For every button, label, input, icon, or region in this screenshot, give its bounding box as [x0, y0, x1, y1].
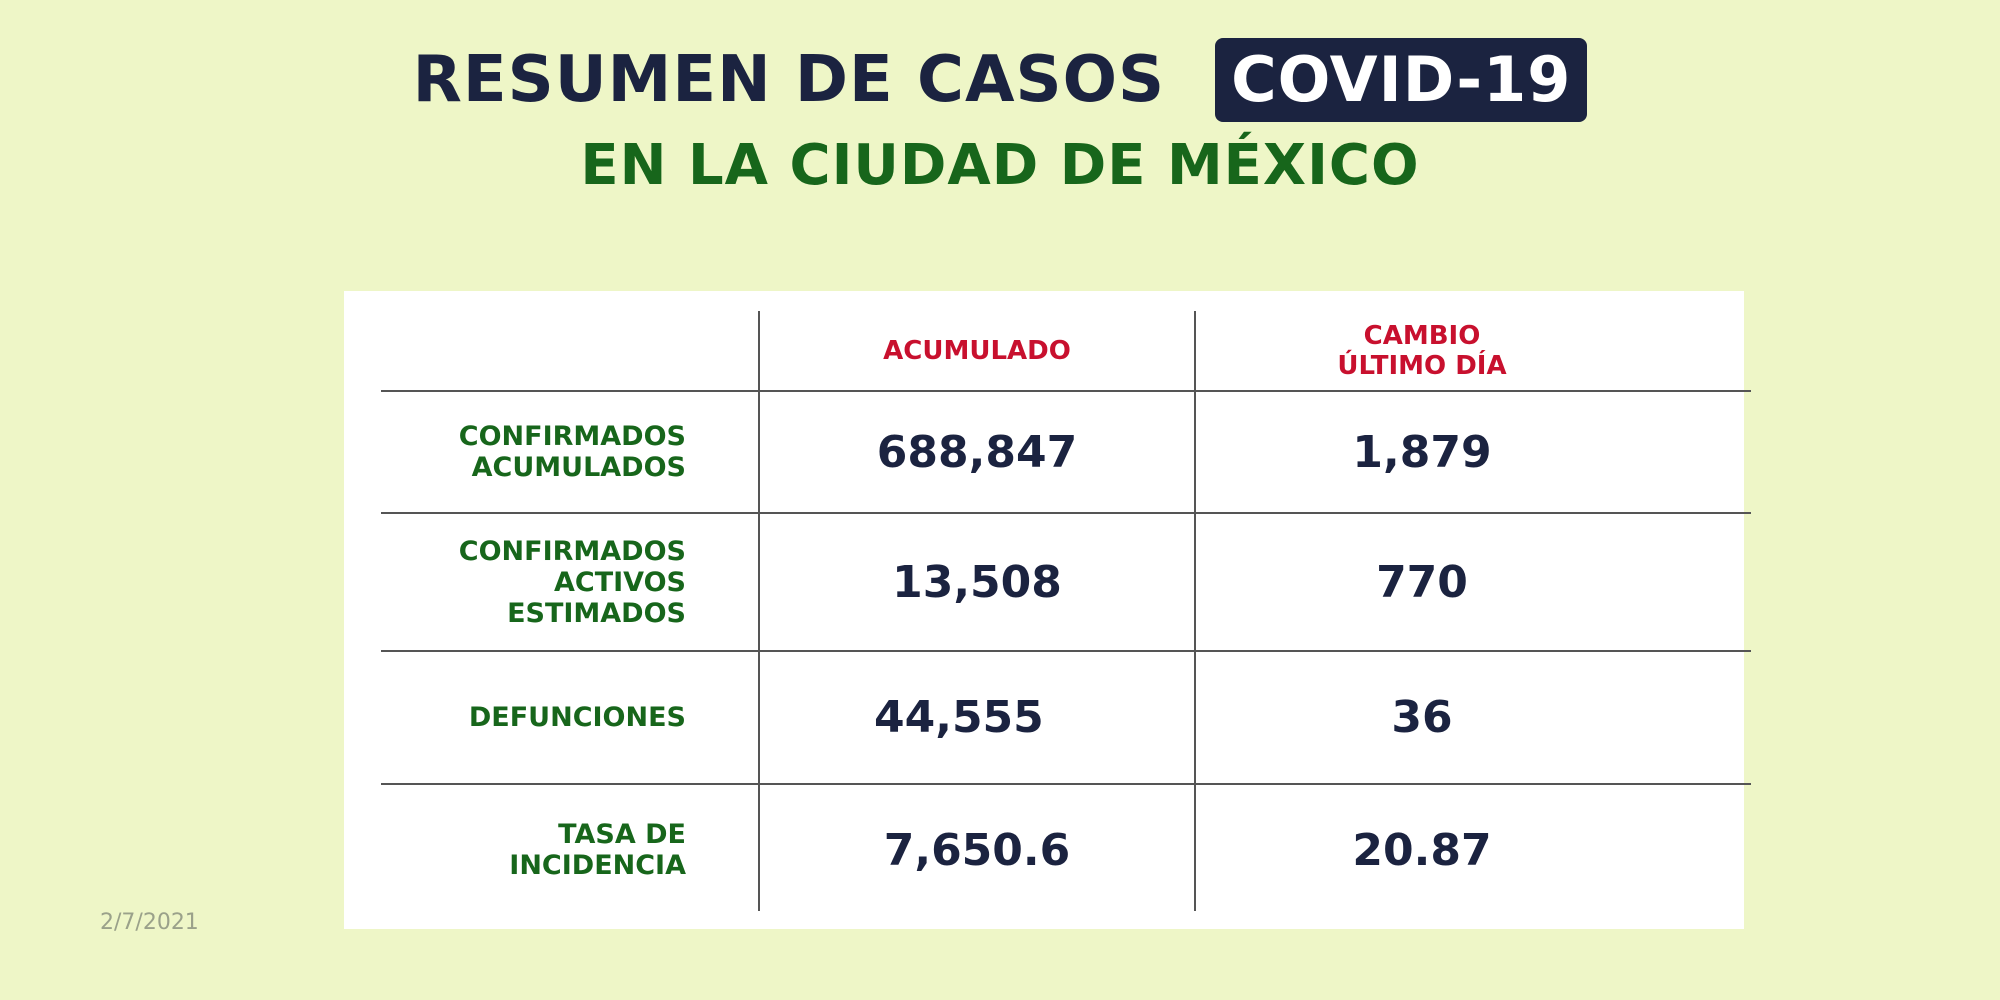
- row-divider-2: [381, 512, 1751, 514]
- page-subtitle: EN LA CIUDAD DE MÉXICO: [580, 133, 1420, 198]
- value-cambio: 36: [1391, 692, 1453, 743]
- value-acumulado: 7,650.6: [883, 824, 1071, 876]
- value-cambio: 770: [1376, 556, 1468, 608]
- row-label-confirmados-acumulados: CONFIRMADOS ACUMULADOS: [344, 392, 686, 512]
- column-divider-2: [1194, 311, 1196, 911]
- value-acumulado: 44,555: [760, 652, 1194, 783]
- row-label-line: CONFIRMADOS: [458, 535, 686, 567]
- value-cambio: 20.87: [1352, 824, 1492, 876]
- value-acumulado: 13,508: [892, 556, 1062, 608]
- row-label-line: CONFIRMADOS: [458, 421, 686, 452]
- header-cambio-line1: CAMBIO: [1363, 320, 1481, 351]
- row-divider-1: [381, 390, 1751, 392]
- row-label-line: TASA DE: [558, 819, 686, 850]
- row-label-confirmados-activos: CONFIRMADOS ACTIVOS ESTIMADOS: [344, 514, 686, 650]
- row-label-line: INCIDENCIA: [509, 850, 686, 881]
- page-title: RESUMEN DE CASOS: [412, 43, 1166, 117]
- header-acumulado: ACUMULADO: [760, 311, 1194, 390]
- value-acumulado: 688,847: [876, 426, 1078, 478]
- row-label-defunciones: DEFUNCIONES: [344, 652, 686, 783]
- cases-summary-table: ACUMULADO CAMBIO ÚLTIMO DÍA CONFIRMADOS …: [344, 291, 1751, 929]
- header-acumulado-label: ACUMULADO: [883, 335, 1071, 366]
- value-cambio: 1,879: [1352, 426, 1492, 478]
- header-cambio: CAMBIO ÚLTIMO DÍA: [1196, 311, 1648, 390]
- report-date: 2/7/2021: [100, 910, 199, 935]
- title-row: RESUMEN DE CASOS COVID-19: [0, 38, 2000, 122]
- covid-badge: COVID-19: [1215, 38, 1588, 122]
- row-label-tasa-incidencia: TASA DE INCIDENCIA: [344, 785, 686, 915]
- header-cambio-line2: ÚLTIMO DÍA: [1337, 350, 1507, 381]
- value-acumulado-text: 44,555: [874, 692, 1044, 743]
- row-label-line: ACUMULADOS: [471, 452, 686, 483]
- row-label-line: ACTIVOS: [554, 566, 686, 598]
- row-divider-4: [381, 783, 1751, 785]
- row-label-line: DEFUNCIONES: [468, 702, 686, 733]
- row-label-line: ESTIMADOS: [507, 597, 686, 629]
- row-divider-3: [381, 650, 1751, 652]
- column-divider-1: [758, 311, 760, 911]
